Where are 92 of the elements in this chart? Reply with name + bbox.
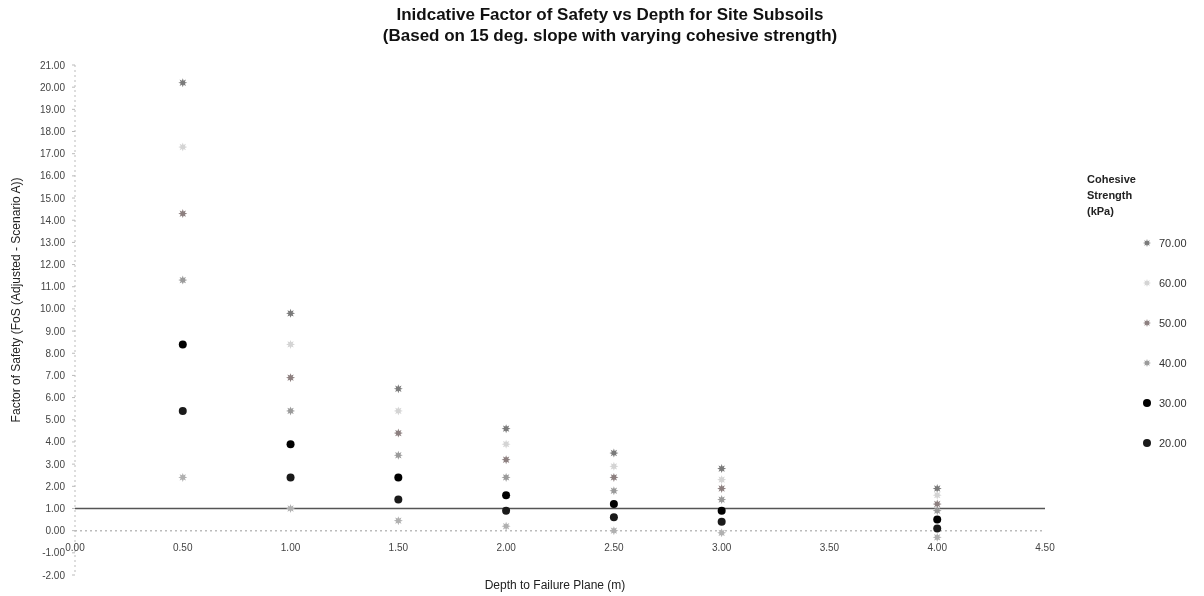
y-tick-label: 18.00 — [39, 126, 66, 138]
point — [286, 308, 296, 318]
point — [286, 406, 296, 416]
point — [393, 450, 403, 460]
point — [717, 517, 726, 526]
y-tick-label: 8.00 — [45, 347, 66, 359]
point — [717, 506, 726, 515]
point — [286, 373, 296, 383]
x-tick-label: 4.50 — [1035, 541, 1056, 553]
legend-label: 40.00 — [1159, 356, 1187, 369]
point — [286, 473, 295, 482]
point — [717, 484, 727, 494]
point — [178, 340, 187, 349]
point — [609, 486, 619, 496]
point — [178, 275, 188, 285]
point — [932, 490, 942, 500]
point — [609, 448, 619, 458]
y-tick-label: 15.00 — [39, 192, 66, 204]
y-tick-label: 14.00 — [39, 214, 66, 226]
y-tick-label: 10.00 — [39, 303, 66, 315]
point — [178, 142, 188, 152]
legend-label: 60.00 — [1159, 276, 1187, 289]
x-tick-label: 2.00 — [496, 541, 517, 553]
y-tick-label: 1.00 — [45, 502, 66, 514]
x-tick-label: 1.50 — [388, 541, 409, 553]
y-tick-label: 6.00 — [45, 392, 66, 404]
y-tick-label: 20.00 — [39, 81, 66, 93]
point — [501, 439, 511, 449]
legend-label: 70.00 — [1159, 236, 1187, 249]
y-tick-label: 9.00 — [45, 325, 66, 337]
point — [609, 461, 619, 471]
point — [501, 424, 511, 434]
y-tick-label: 5.00 — [45, 414, 66, 426]
point — [609, 526, 619, 536]
y-tick-label: 21.00 — [39, 59, 66, 71]
point — [178, 78, 188, 88]
x-tick-label: 2.50 — [604, 541, 625, 553]
point — [717, 464, 727, 474]
point — [717, 475, 727, 485]
y-tick-label: 7.00 — [45, 369, 66, 381]
point — [393, 516, 403, 526]
point — [178, 209, 188, 219]
y-tick-label: 11.00 — [40, 281, 66, 293]
legend-label: 30.00 — [1159, 396, 1187, 409]
x-axis-title: Depth to Failure Plane (m) — [484, 578, 626, 592]
point — [286, 503, 296, 513]
x-tick-label: 0.00 — [65, 541, 86, 553]
point — [717, 495, 727, 505]
point — [501, 455, 511, 465]
chart-title: Inidcative Factor of Safety vs Depth for Site Subsoils (Based on 15 deg. slope with varying cohesive strength) — [382, 5, 838, 45]
y-tick-label: 3.00 — [45, 458, 66, 470]
point — [609, 513, 618, 522]
y-tick-label: 12.00 — [39, 259, 66, 271]
point — [178, 406, 187, 415]
point — [502, 506, 511, 515]
y-tick-label: 16.00 — [39, 170, 66, 182]
point — [394, 495, 403, 504]
point — [609, 500, 618, 509]
point — [932, 499, 942, 509]
point — [933, 524, 942, 533]
point — [394, 473, 403, 482]
legend-label: 20.00 — [1159, 436, 1187, 449]
y-tick-label: 17.00 — [39, 148, 66, 160]
legend-title: Cohesive Strength (kPa) — [1087, 173, 1136, 217]
point — [286, 440, 295, 449]
point — [717, 528, 727, 538]
point — [609, 472, 619, 482]
x-tick-label: 0.50 — [173, 541, 193, 553]
y-tick-label: -1.00 — [42, 547, 66, 559]
point — [178, 472, 188, 482]
point — [501, 472, 511, 482]
point — [393, 428, 403, 438]
point — [932, 532, 942, 542]
y-tick-label: 13.00 — [39, 236, 66, 248]
point — [393, 384, 403, 394]
x-tick-label: 3.00 — [711, 541, 732, 553]
y-tick-label: 2.00 — [45, 480, 66, 492]
y-tick-label: 4.00 — [45, 436, 66, 448]
y-axis-title: Factor of Safety (FoS (Adjusted - Scenario A)) — [9, 177, 23, 423]
point — [933, 515, 942, 524]
point — [932, 506, 942, 516]
x-tick-label: 3.50 — [819, 541, 840, 553]
point — [501, 521, 511, 531]
x-tick-label: 4.00 — [927, 541, 948, 553]
y-tick-label: -2.00 — [42, 569, 66, 581]
legend-label: 50.00 — [1159, 316, 1187, 329]
point — [393, 406, 403, 416]
y-tick-label: 19.00 — [39, 103, 66, 115]
y-tick-label: 0.00 — [45, 525, 66, 537]
point — [502, 491, 511, 500]
point — [286, 339, 296, 349]
x-tick-label: 1.00 — [280, 541, 301, 553]
